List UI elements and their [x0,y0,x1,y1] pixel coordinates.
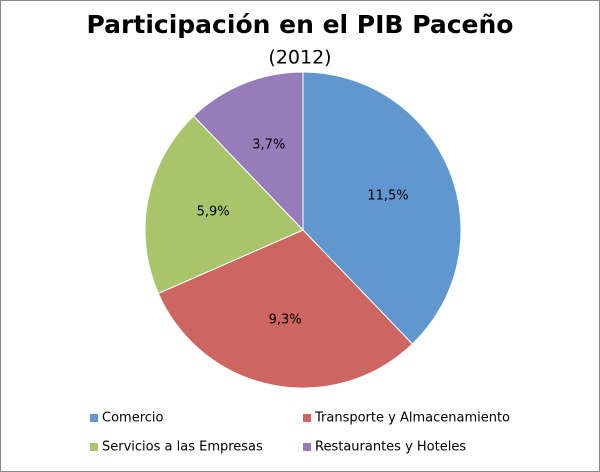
data-label: 3,7% [252,137,285,152]
legend-label: Servicios a las Empresas [102,440,263,455]
pie-slice [157,229,414,389]
chart-title: Participación en el PIB Paceño [87,10,514,39]
data-label: 5,9% [197,205,230,220]
legend-label: Restaurantes y Hoteles [315,440,466,455]
pie-slice [192,71,304,232]
data-label: 11,5% [367,188,408,203]
legend-swatch [303,414,311,422]
data-label: 9,3% [269,312,302,327]
legend-swatch [90,414,98,422]
legend-label: Comercio [102,411,164,426]
legend-label: Transporte y Almacenamiento [314,411,510,426]
legend-swatch [90,443,98,451]
chart-subtitle: (2012) [268,47,331,69]
legend-swatch [303,443,311,451]
pie-slice [302,71,462,345]
pie-slice [144,115,304,295]
